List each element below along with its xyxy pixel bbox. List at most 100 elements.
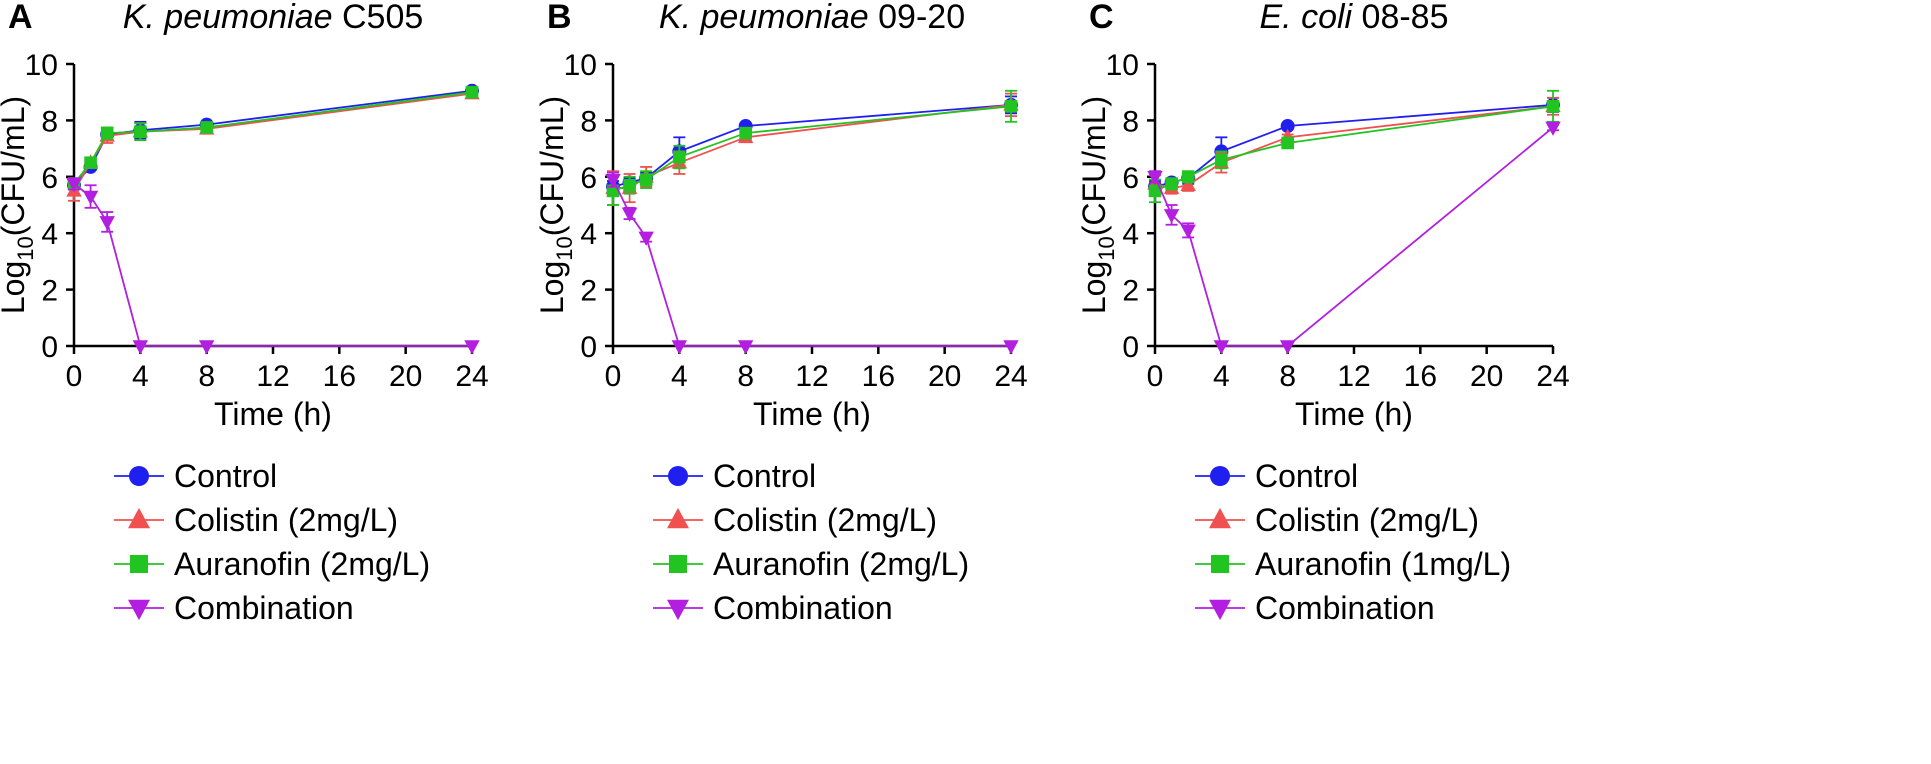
series-line (73, 92, 473, 192)
legend-label: Colistin (2mg/L) (1255, 502, 1479, 538)
y-axis-label-rest: (CFU/mL) (0, 96, 31, 236)
y-axis-label-sub: 10 (13, 236, 38, 260)
series-line (1154, 126, 1554, 347)
x-tick-label: 8 (737, 360, 754, 393)
x-tick-label: 8 (1279, 360, 1296, 393)
chart-title: E. coli 08-85 (1260, 0, 1449, 36)
data-point (1180, 224, 1196, 239)
panel-letter: B (547, 0, 572, 36)
legend-marker (129, 466, 149, 486)
x-axis-label: Time (h) (214, 396, 332, 432)
series-line (612, 105, 1012, 192)
x-tick-label: 12 (795, 360, 828, 393)
data-point (82, 190, 99, 206)
legend-item-combination: Combination (114, 590, 354, 626)
data-point (1281, 136, 1294, 150)
series-line (613, 103, 1012, 189)
legend-label: Control (713, 458, 816, 494)
legend-marker (668, 466, 688, 486)
y-tick-label: 8 (1122, 105, 1139, 138)
series-combination (1147, 121, 1561, 355)
legend-item-control: Control (114, 458, 277, 494)
data-point (1546, 100, 1560, 113)
data-point (465, 85, 479, 99)
x-tick-label: 24 (455, 360, 488, 393)
data-point (84, 156, 97, 169)
y-tick-label: 0 (1122, 331, 1139, 364)
x-tick-label: 12 (1337, 360, 1370, 393)
data-point (134, 125, 147, 138)
y-axis-label-main: Log (1076, 261, 1112, 314)
data-point (1165, 177, 1178, 191)
data-point (638, 231, 654, 246)
panel-letter: A (8, 0, 33, 36)
data-point (1215, 153, 1228, 167)
legend-marker (1210, 466, 1230, 486)
y-tick-label: 0 (580, 331, 597, 364)
legend-item-combination: Combination (653, 590, 893, 626)
legend-label: Colistin (2mg/L) (174, 502, 398, 538)
x-tick-label: 24 (1536, 360, 1569, 393)
chart-title-italic: E. coli (1260, 0, 1354, 36)
data-point (1545, 121, 1561, 136)
series-line (1154, 105, 1554, 192)
x-tick-label: 4 (1213, 360, 1230, 393)
series-line (612, 103, 1012, 188)
y-axis-label-main: Log (534, 261, 570, 314)
data-point (464, 340, 480, 355)
y-tick-label: 2 (41, 275, 58, 308)
y-tick-label: 2 (1122, 275, 1139, 308)
data-point (198, 340, 215, 355)
data-point (621, 207, 638, 222)
data-point (1181, 170, 1195, 184)
x-tick-label: 16 (1404, 360, 1437, 393)
data-point (1280, 119, 1295, 134)
data-point (739, 126, 752, 140)
legend-item-control: Control (1195, 458, 1358, 494)
legend-marker (667, 599, 689, 621)
y-tick-label: 6 (580, 162, 597, 195)
chart-title-italic: K. peumoniae (659, 0, 869, 36)
legend-label: Combination (713, 590, 893, 626)
data-point (1148, 184, 1162, 198)
legend-label: Combination (174, 590, 354, 626)
legend-label: Auranofin (1mg/L) (1255, 546, 1511, 582)
x-tick-label: 20 (1470, 360, 1503, 393)
data-point (671, 340, 688, 355)
y-axis-label-main: Log (0, 261, 31, 314)
series-colistin (1147, 96, 1561, 195)
x-tick-label: 0 (605, 360, 622, 393)
chart-title-rest: 09-20 (869, 0, 965, 36)
data-point (132, 340, 149, 355)
series-auranofin (606, 89, 1018, 206)
y-axis-label-sub: 10 (552, 236, 577, 260)
data-point (100, 126, 114, 140)
legend-marker (669, 555, 687, 573)
x-tick-label: 0 (66, 360, 83, 393)
data-point (1147, 171, 1163, 186)
data-point (737, 340, 754, 355)
chart-title: K. peumoniae 09-20 (659, 0, 965, 36)
x-tick-label: 0 (1147, 360, 1164, 393)
series-line (73, 89, 473, 186)
data-point (1180, 176, 1196, 192)
y-tick-label: 10 (564, 49, 597, 82)
series-line (73, 91, 473, 185)
y-axis-label-sub: 10 (1094, 236, 1119, 260)
chart-title-rest: 08-85 (1352, 0, 1448, 36)
y-tick-label: 10 (1106, 49, 1139, 82)
y-tick-label: 4 (41, 218, 58, 251)
y-axis-label: Log10(CFU/mL) (1076, 96, 1119, 314)
series-colistin (66, 85, 480, 202)
data-point (605, 173, 621, 189)
series-line (73, 183, 472, 347)
x-tick-label: 24 (994, 360, 1027, 393)
y-tick-label: 6 (41, 162, 58, 195)
data-point (1003, 340, 1019, 355)
legend-item-colistin: Colistin (2mg/L) (114, 502, 398, 538)
legend-item-colistin: Colistin (2mg/L) (1195, 502, 1479, 538)
